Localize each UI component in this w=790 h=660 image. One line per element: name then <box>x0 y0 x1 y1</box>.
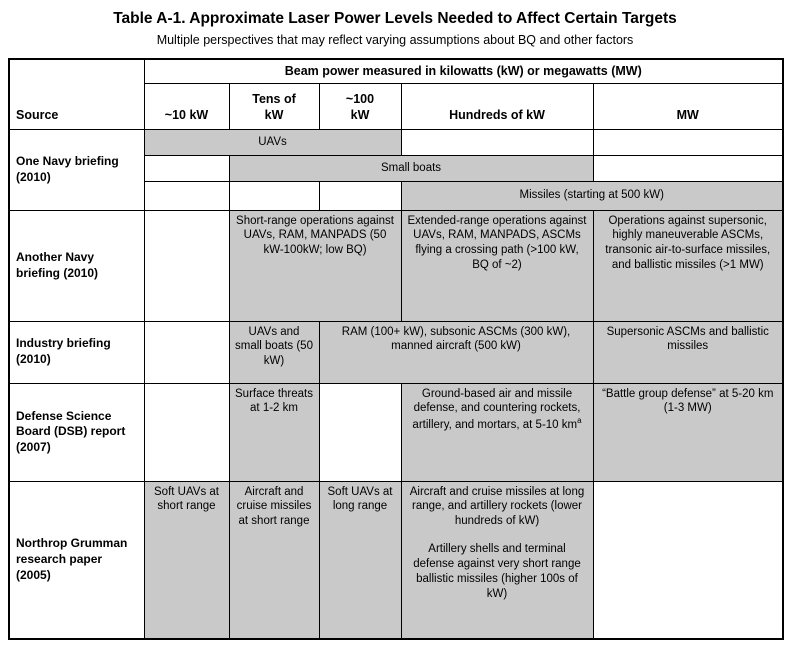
cell-northrop-tens: Aircraft and cruise missiles at short ra… <box>228 480 320 640</box>
row-label-dsb: Defense Science Board (DSB) report (2007… <box>8 382 145 482</box>
row-label-northrop: Northrop Grumman research paper (2005) <box>8 480 145 640</box>
empty-cell-dsb-10kw <box>143 382 230 482</box>
cell-dsb-tens: Surface threats at 1-2 km <box>228 382 320 482</box>
northrop-hundreds-paragraph-1: Aircraft and cruise missiles at long ran… <box>409 485 585 528</box>
row-label-one-navy: One Navy briefing (2010) <box>8 128 145 211</box>
cell-industry-ram: RAM (100+ kW), subsonic ASCMs (300 kW), … <box>318 320 594 384</box>
empty-cell-northrop-mw <box>592 480 784 640</box>
empty-cell-one-navy-10kw-r2 <box>143 154 230 182</box>
cell-industry-mw: Supersonic ASCMs and ballistic missiles <box>592 320 784 384</box>
empty-cell-one-navy-mw-r2 <box>592 154 784 182</box>
cell-northrop-hundreds: Aircraft and cruise missiles at long ran… <box>400 480 594 640</box>
column-header-10kw: ~10 kW <box>143 82 230 130</box>
document-page: Table A-1. Approximate Laser Power Level… <box>0 10 790 660</box>
column-header-tens-kw: Tens of kW <box>228 82 320 130</box>
empty-cell-one-navy-mw-r1 <box>592 128 784 156</box>
empty-cell-dsb-100kw <box>318 382 402 482</box>
cell-one-navy-missiles: Missiles (starting at 500 kW) <box>400 180 784 211</box>
cell-dsb-mw: “Battle group defense” at 5-20 km (1-3 M… <box>592 382 784 482</box>
cell-another-navy-extended-range: Extended-range operations against UAVs, … <box>400 209 594 322</box>
cell-northrop-10kw: Soft UAVs at short range <box>143 480 230 640</box>
empty-cell-one-navy-tens-r3 <box>228 180 320 211</box>
empty-cell-one-navy-hundreds-r1 <box>400 128 594 156</box>
cell-dsb-hundreds: Ground-based air and missile defense, an… <box>400 382 594 482</box>
source-column-header: Source <box>8 58 145 130</box>
row-label-industry: Industry briefing (2010) <box>8 320 145 384</box>
table-subtitle: Multiple perspectives that may reflect v… <box>156 33 634 47</box>
cell-industry-tens: UAVs and small boats (50 kW) <box>228 320 320 384</box>
cell-one-navy-small-boats: Small boats <box>228 154 594 182</box>
empty-cell-one-navy-10kw-r3 <box>143 180 230 211</box>
empty-cell-one-navy-100kw-r3 <box>318 180 402 211</box>
column-header-100kw: ~100 kW <box>318 82 402 130</box>
column-header-mw: MW <box>592 82 784 130</box>
footnote-marker-a: a <box>577 416 582 426</box>
cell-another-navy-mw: Operations against supersonic, highly ma… <box>592 209 784 322</box>
northrop-hundreds-paragraph-2: Artillery shells and terminal defense ag… <box>413 543 581 601</box>
cell-one-navy-uavs: UAVs <box>143 128 402 156</box>
cell-northrop-100kw: Soft UAVs at long range <box>318 480 402 640</box>
column-header-hundreds-kw: Hundreds of kW <box>400 82 594 130</box>
laser-power-table: Source Beam power measured in kilowatts … <box>8 58 784 640</box>
cell-another-navy-short-range: Short-range operations against UAVs, RAM… <box>228 209 402 322</box>
dsb-hundreds-text: Ground-based air and missile defense, an… <box>412 387 581 432</box>
row-label-another-navy: Another Navy briefing (2010) <box>8 209 145 322</box>
empty-cell-industry-10kw <box>143 320 230 384</box>
empty-cell-another-navy-10kw <box>143 209 230 322</box>
table-title: Table A-1. Approximate Laser Power Level… <box>113 10 677 27</box>
beam-power-banner: Beam power measured in kilowatts (kW) or… <box>143 58 784 84</box>
